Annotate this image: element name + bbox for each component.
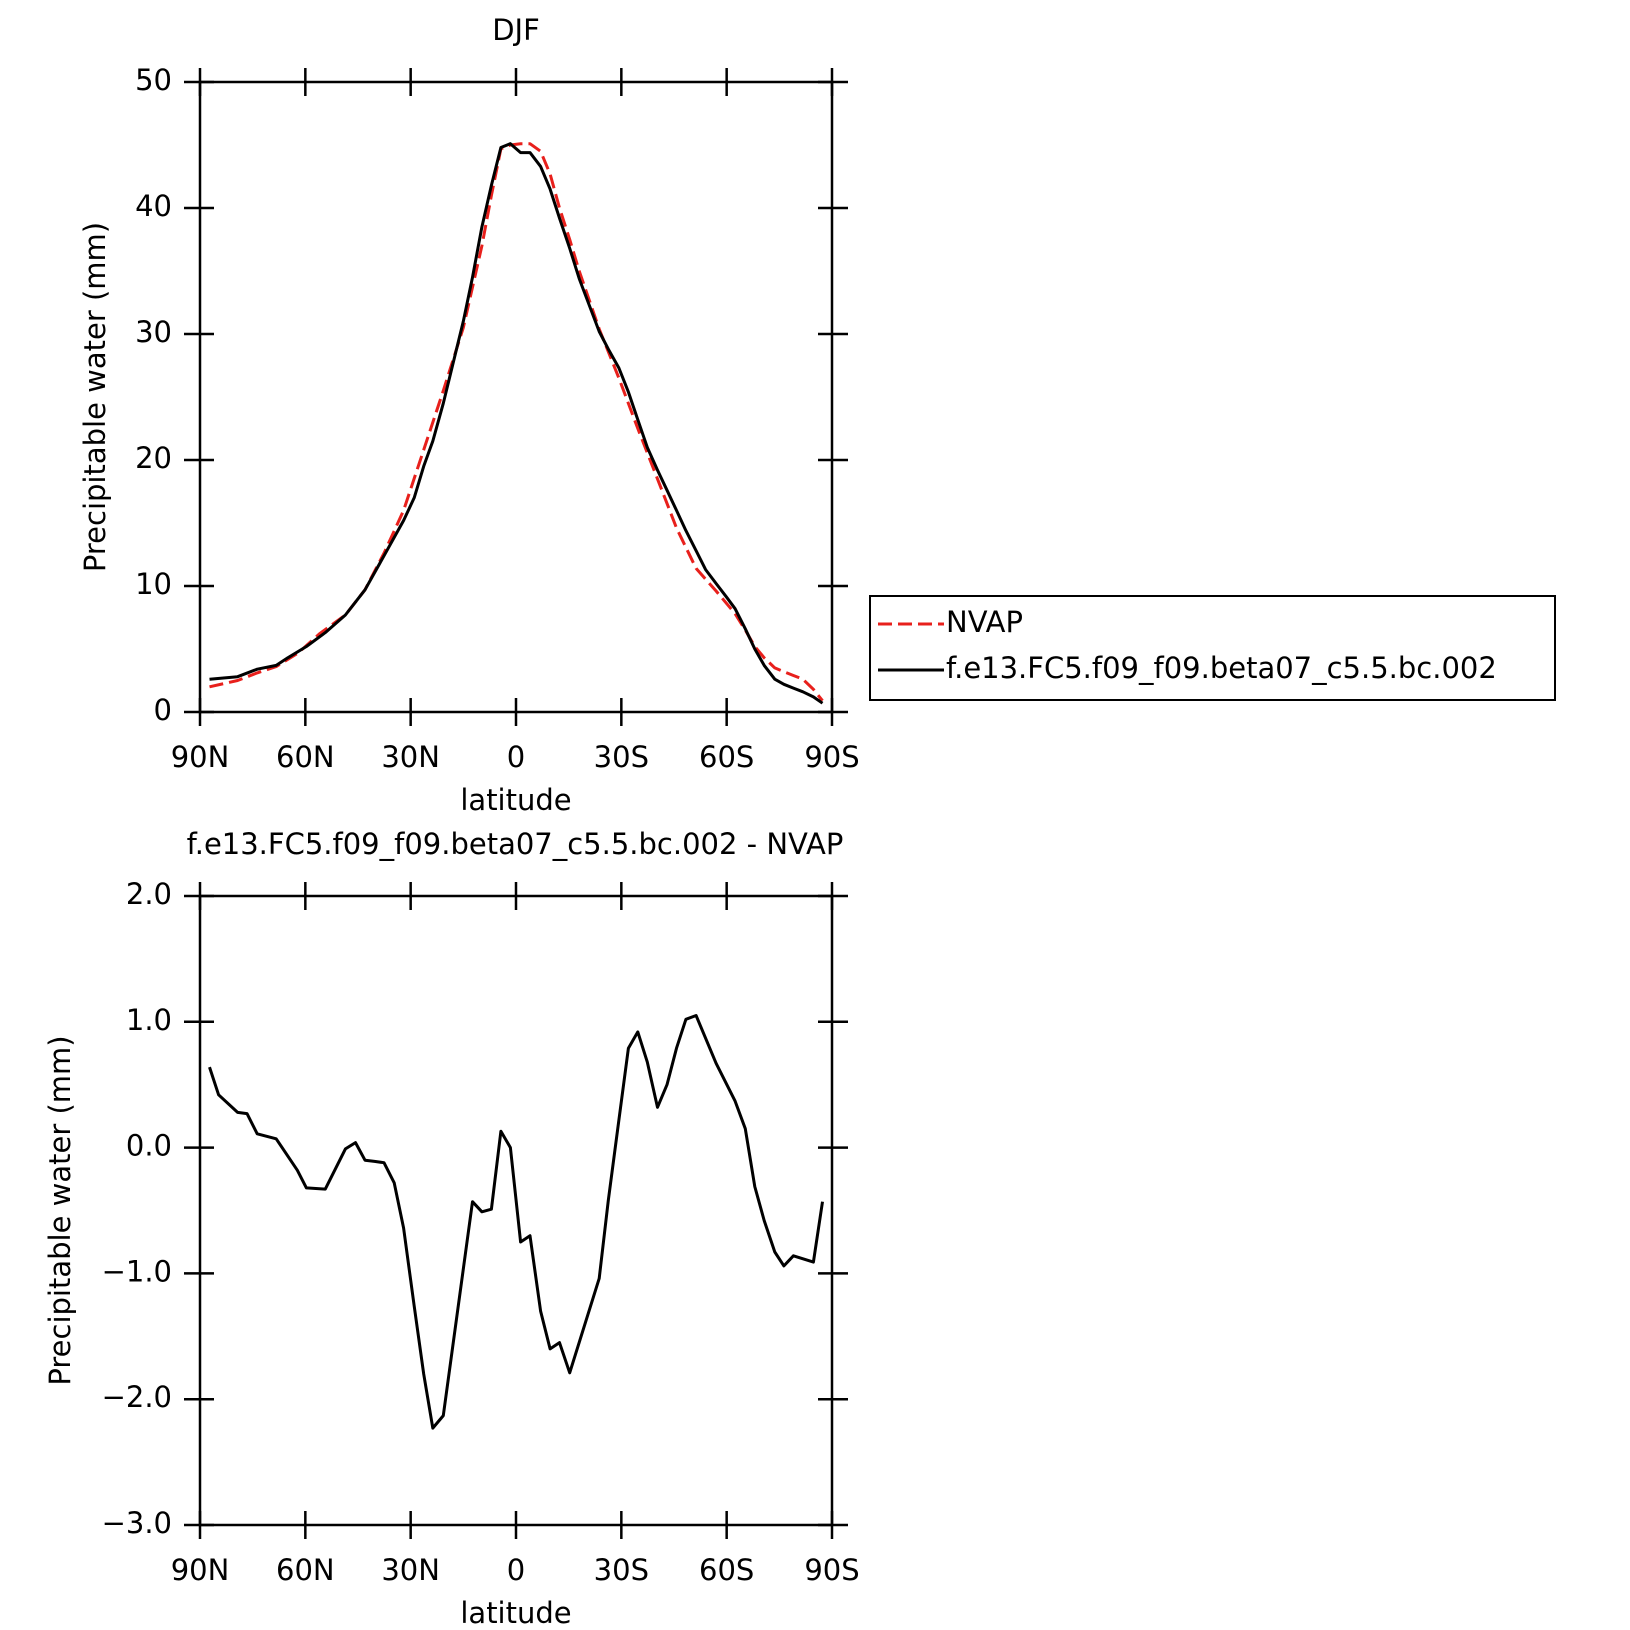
y-tick-label: 10: [135, 567, 172, 601]
y-tick-label: 0.0: [126, 1129, 172, 1163]
data-line: [209, 142, 824, 702]
x-tick-label: 60N: [276, 740, 335, 774]
data-line: [208, 1014, 824, 1430]
y-tick-label: 20: [135, 441, 172, 475]
y-tick-label: 1.0: [126, 1003, 172, 1037]
legend-label: NVAP: [946, 605, 1023, 639]
y-tick-label: −3.0: [102, 1506, 172, 1540]
y-tick-label: −1.0: [102, 1254, 172, 1288]
x-tick-label: 60S: [699, 1553, 754, 1587]
y-tick-label: 30: [135, 315, 172, 349]
chart-title: DJF: [492, 13, 540, 47]
y-tick-label: 2.0: [126, 877, 172, 911]
y-axis-label: Precipitable water (mm): [43, 1035, 77, 1385]
x-tick-label: 30S: [594, 740, 649, 774]
x-tick-label: 90S: [804, 740, 859, 774]
y-tick-label: 0: [154, 693, 172, 727]
x-tick-label: 0: [507, 1553, 525, 1587]
x-tick-label: 60N: [276, 1553, 335, 1587]
x-axis-label: latitude: [460, 783, 571, 817]
legend-label: f.e13.FC5.f09_f09.beta07_c5.5.bc.002: [946, 651, 1497, 685]
x-tick-label: 60S: [699, 740, 754, 774]
legend-box: [869, 595, 1556, 701]
x-tick-label: 0: [507, 740, 525, 774]
chart-title: f.e13.FC5.f09_f09.beta07_c5.5.bc.002 - N…: [187, 827, 844, 861]
y-tick-label: −2.0: [102, 1380, 172, 1414]
x-tick-label: 30N: [381, 740, 440, 774]
x-axis-label: latitude: [460, 1596, 571, 1630]
x-tick-label: 90N: [171, 1553, 230, 1587]
y-axis-label: Precipitable water (mm): [78, 222, 112, 572]
x-tick-label: 90S: [804, 1553, 859, 1587]
x-tick-label: 30N: [381, 1553, 440, 1587]
x-tick-label: 90N: [171, 740, 230, 774]
data-line: [209, 142, 824, 705]
x-tick-label: 30S: [594, 1553, 649, 1587]
y-tick-label: 40: [135, 189, 172, 223]
y-tick-label: 50: [135, 63, 172, 97]
